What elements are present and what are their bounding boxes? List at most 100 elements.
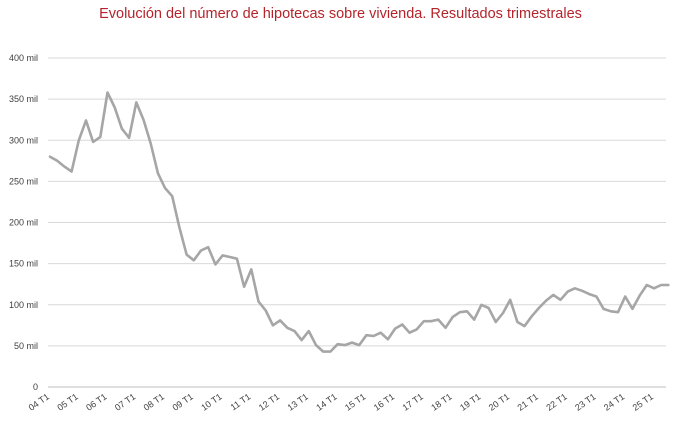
x-tick-label: 05 T1 bbox=[55, 391, 79, 412]
data-point bbox=[646, 284, 648, 286]
data-point bbox=[178, 226, 180, 228]
y-tick-label: 0 bbox=[33, 382, 38, 392]
data-point bbox=[401, 323, 403, 325]
data-point bbox=[602, 308, 604, 310]
x-tick-label: 17 T1 bbox=[401, 391, 425, 412]
series-line bbox=[48, 91, 670, 353]
data-point bbox=[473, 318, 475, 320]
x-tick-label: 18 T1 bbox=[429, 391, 453, 412]
x-tick-label: 24 T1 bbox=[602, 391, 626, 412]
data-point bbox=[70, 170, 72, 172]
x-tick-label: 14 T1 bbox=[314, 391, 338, 412]
data-point bbox=[229, 256, 231, 258]
data-point bbox=[293, 330, 295, 332]
data-point bbox=[308, 330, 310, 332]
data-point bbox=[487, 307, 489, 309]
y-tick-label: 400 mil bbox=[9, 53, 38, 63]
y-tick-label: 150 mil bbox=[9, 259, 38, 269]
x-tick-label: 11 T1 bbox=[229, 391, 253, 412]
data-point bbox=[322, 350, 324, 352]
data-point bbox=[588, 293, 590, 295]
data-point bbox=[423, 320, 425, 322]
data-point bbox=[243, 286, 245, 288]
x-tick-label: 07 T1 bbox=[113, 391, 137, 412]
data-point bbox=[480, 304, 482, 306]
data-point bbox=[660, 284, 662, 286]
data-point bbox=[372, 335, 374, 337]
data-point bbox=[351, 341, 353, 343]
data-point bbox=[214, 263, 216, 265]
data-point bbox=[250, 268, 252, 270]
x-tick-label: 09 T1 bbox=[170, 391, 194, 412]
x-tick-label: 20 T1 bbox=[487, 391, 511, 412]
chart-title: Evolución del número de hipotecas sobre … bbox=[99, 6, 582, 22]
data-point bbox=[257, 300, 259, 302]
data-point bbox=[92, 141, 94, 143]
data-point bbox=[451, 316, 453, 318]
y-tick-label: 200 mil bbox=[9, 218, 38, 228]
x-tick-label: 21 T1 bbox=[516, 391, 540, 412]
data-point bbox=[207, 246, 209, 248]
x-tick-label: 06 T1 bbox=[84, 391, 108, 412]
data-point bbox=[567, 290, 569, 292]
data-point bbox=[56, 160, 58, 162]
x-tick-label: 25 T1 bbox=[631, 391, 655, 412]
data-point bbox=[329, 350, 331, 352]
data-point bbox=[617, 311, 619, 313]
data-point bbox=[459, 311, 461, 313]
data-point bbox=[99, 136, 101, 138]
data-point bbox=[538, 307, 540, 309]
data-point bbox=[358, 344, 360, 346]
x-tick-label: 04 T1 bbox=[27, 391, 51, 412]
x-tick-label: 15 T1 bbox=[343, 391, 367, 412]
data-point bbox=[394, 327, 396, 329]
data-point bbox=[78, 139, 80, 141]
data-point bbox=[523, 325, 525, 327]
data-point bbox=[416, 328, 418, 330]
data-point bbox=[344, 344, 346, 346]
data-point bbox=[142, 119, 144, 121]
data-point bbox=[502, 312, 504, 314]
data-point bbox=[552, 294, 554, 296]
data-point bbox=[667, 284, 669, 286]
data-point bbox=[286, 327, 288, 329]
data-point bbox=[193, 259, 195, 261]
data-point bbox=[114, 106, 116, 108]
data-point bbox=[85, 119, 87, 121]
y-tick-label: 350 mil bbox=[9, 94, 38, 104]
data-point bbox=[653, 287, 655, 289]
data-point bbox=[380, 332, 382, 334]
data-point bbox=[272, 324, 274, 326]
data-point bbox=[236, 258, 238, 260]
data-point bbox=[315, 344, 317, 346]
x-tick-label: 22 T1 bbox=[544, 391, 568, 412]
x-tick-label: 19 T1 bbox=[458, 391, 482, 412]
data-point bbox=[128, 137, 130, 139]
x-tick-label: 12 T1 bbox=[257, 391, 281, 412]
data-point bbox=[466, 310, 468, 312]
data-point bbox=[631, 308, 633, 310]
data-point bbox=[516, 321, 518, 323]
data-point bbox=[610, 310, 612, 312]
data-point bbox=[63, 165, 65, 167]
data-point bbox=[135, 101, 137, 103]
data-point bbox=[581, 290, 583, 292]
x-tick-label: 13 T1 bbox=[286, 391, 310, 412]
y-tick-label: 250 mil bbox=[9, 176, 38, 186]
data-point bbox=[387, 338, 389, 340]
data-point bbox=[574, 287, 576, 289]
data-point bbox=[559, 299, 561, 301]
data-point bbox=[265, 309, 267, 311]
data-point bbox=[595, 295, 597, 297]
data-point bbox=[437, 318, 439, 320]
data-point bbox=[531, 315, 533, 317]
y-tick-label: 100 mil bbox=[9, 300, 38, 310]
data-point bbox=[279, 319, 281, 321]
data-point bbox=[365, 334, 367, 336]
data-point bbox=[444, 327, 446, 329]
data-point bbox=[545, 299, 547, 301]
data-point bbox=[430, 320, 432, 322]
data-point bbox=[221, 254, 223, 256]
